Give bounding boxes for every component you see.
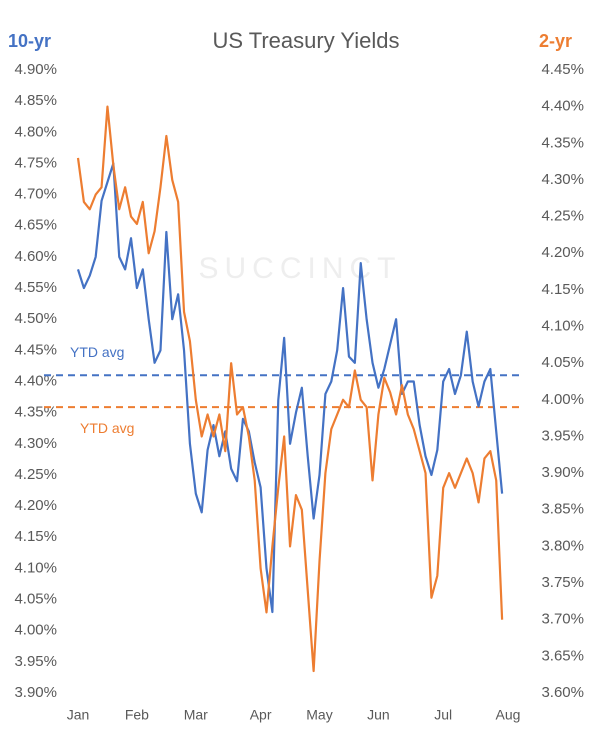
y-tick-label: 4.70% — [14, 186, 57, 203]
y-tick-label: 4.20% — [14, 497, 57, 514]
y2-tick-label: 4.45% — [541, 61, 584, 78]
y2-axis-label: 2-yr — [539, 31, 572, 51]
y-tick-label: 4.30% — [14, 435, 57, 452]
y-tick-label: 4.75% — [14, 154, 57, 171]
y2-tick-label: 4.35% — [541, 134, 584, 151]
y2-tick-label: 4.20% — [541, 244, 584, 261]
x-tick-label: May — [306, 707, 332, 723]
y-tick-label: 4.00% — [14, 622, 57, 639]
reference-label: YTD avg — [70, 344, 124, 360]
y2-tick-label: 4.00% — [541, 391, 584, 408]
x-tick-label: Jul — [434, 707, 452, 723]
y-tick-label: 3.90% — [14, 684, 57, 701]
y2-tick-label: 3.95% — [541, 427, 584, 444]
y2-tick-label: 4.25% — [541, 208, 584, 225]
y2-tick-label: 3.70% — [541, 611, 584, 628]
y2-tick-label: 3.80% — [541, 537, 584, 554]
y2-tick-label: 3.65% — [541, 647, 584, 664]
y-tick-label: 4.80% — [14, 123, 57, 140]
y2-tick-label: 4.05% — [541, 354, 584, 371]
y-tick-label: 4.25% — [14, 466, 57, 483]
series-line — [76, 105, 504, 673]
y2-tick-label: 3.60% — [541, 684, 584, 701]
y-tick-label: 4.90% — [14, 61, 57, 78]
y-tick-label: 4.50% — [14, 310, 57, 327]
y-tick-label: 4.85% — [14, 92, 57, 109]
y2-tick-label: 4.15% — [541, 281, 584, 298]
y2-tick-label: 4.10% — [541, 317, 584, 334]
x-tick-label: Mar — [184, 707, 208, 723]
y-tick-label: 4.60% — [14, 248, 57, 265]
y2-tick-label: 3.90% — [541, 464, 584, 481]
y-tick-label: 4.65% — [14, 217, 57, 234]
chart-title: US Treasury Yields — [212, 28, 399, 53]
watermark: SUCCINCT — [199, 252, 402, 285]
y-tick-label: 3.95% — [14, 653, 57, 670]
y-tick-label: 4.55% — [14, 279, 57, 296]
y-tick-label: 4.40% — [14, 372, 57, 389]
y-tick-label: 4.15% — [14, 528, 57, 545]
y2-tick-label: 4.40% — [541, 98, 584, 115]
y-tick-label: 4.05% — [14, 591, 57, 608]
x-tick-label: Apr — [250, 707, 272, 723]
x-tick-label: Jun — [367, 707, 390, 723]
y-tick-label: 4.10% — [14, 559, 57, 576]
y-axis-label: 10-yr — [8, 31, 51, 51]
x-tick-label: Jan — [67, 707, 90, 723]
x-tick-label: Aug — [496, 707, 521, 723]
reference-label: YTD avg — [80, 420, 134, 436]
y2-tick-label: 4.30% — [541, 171, 584, 188]
y2-tick-label: 3.75% — [541, 574, 584, 591]
y2-tick-label: 3.85% — [541, 501, 584, 518]
y-tick-label: 4.45% — [14, 341, 57, 358]
x-tick-label: Feb — [125, 707, 149, 723]
series-line — [76, 162, 504, 614]
